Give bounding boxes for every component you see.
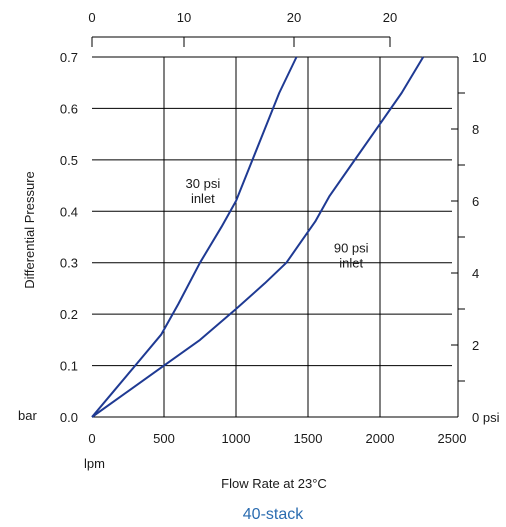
y2-tick-label: 8 [472,122,479,137]
y2-tick-label: 2 [472,338,479,353]
y-tick-label: 0.5 [60,153,78,168]
y-tick-label: 0.2 [60,307,78,322]
series-annotation: 90 psi [334,240,369,255]
series-group [91,56,425,418]
left-axis: 0.0 0.1 0.2 0.3 0.4 0.5 0.6 0.7 [60,50,78,425]
y-tick-label: 0.6 [60,101,78,116]
y-tick-label: 0.4 [60,204,78,219]
y-tick-label: 0.0 [60,410,78,425]
x-tick-label: 500 [153,431,175,446]
y2-tick-label: 4 [472,266,479,281]
x-tick-label: 1500 [294,431,323,446]
x-tick-label: 0 [88,431,95,446]
x-axis-title: Flow Rate at 23°C [221,476,327,491]
bottom-axis: 0 500 1000 1500 2000 2500 [88,431,466,446]
y-unit-label: bar [18,408,37,423]
series-annotation: inlet [191,191,215,206]
top-tick-label: 10 [177,10,191,25]
series-line [91,56,298,418]
top-tick-label: 20 [383,10,397,25]
y-axis-title: Differential Pressure [22,171,37,289]
y-tick-label: 0.1 [60,359,78,374]
x-tick-label: 2000 [366,431,395,446]
y2-tick-label: 6 [472,194,479,209]
y-tick-label: 0.7 [60,50,78,65]
x-tick-label: 1000 [222,431,251,446]
right-axis: 0 psi 2 4 6 8 10 [451,50,500,425]
top-tick-label: 0 [88,10,95,25]
y-tick-label: 0.3 [60,256,78,271]
x-unit-label: lpm [84,456,105,471]
y2-tick-label: 0 psi [472,410,500,425]
top-tick-label: 20 [287,10,301,25]
series-annotation: 30 psi [186,176,221,191]
series-annotation: inlet [339,255,363,270]
chart-title: 40-stack [243,506,304,523]
series-line [91,56,425,418]
y2-tick-label: 10 [472,50,486,65]
top-axis: 0 10 20 20 [88,10,397,47]
x-tick-label: 2500 [438,431,467,446]
